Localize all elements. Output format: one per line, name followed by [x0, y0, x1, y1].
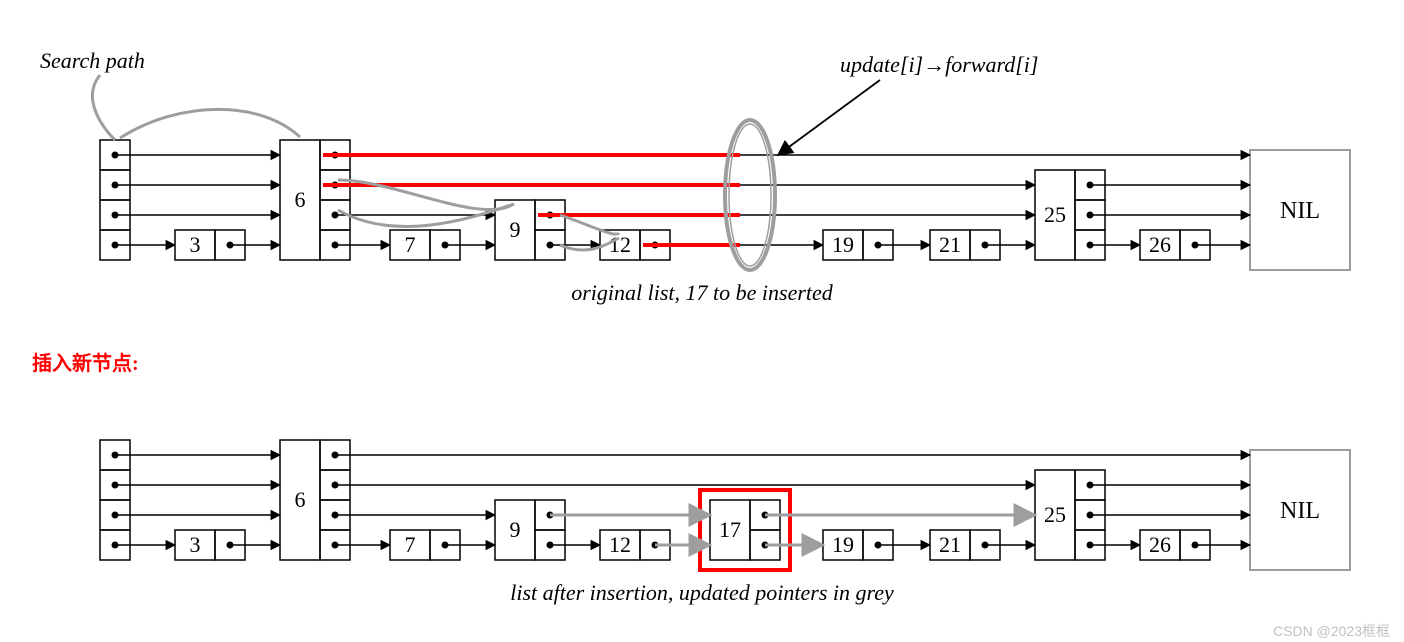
insert-new-node-label: 插入新节点:	[32, 351, 139, 375]
skiplist-diagram: 3 6 7 9 12 19 21 25 26 NIL Search path update[i]→fo…	[0, 0, 1404, 642]
search-path-curve	[92, 75, 115, 140]
node-value: 6	[295, 187, 306, 212]
node-value: 25	[1044, 502, 1066, 527]
node-value: 26	[1149, 232, 1171, 257]
node-value: 7	[405, 532, 416, 557]
node-value: 19	[832, 232, 854, 257]
caption1: original list, 17 to be inserted	[571, 280, 834, 305]
nil-label: NIL	[1280, 498, 1320, 524]
caption2: list after insertion, updated pointers i…	[510, 580, 894, 605]
search-path-label: Search path	[40, 48, 145, 73]
node-value: 17	[719, 517, 741, 542]
update-pointer-label: update[i]→forward[i]	[840, 52, 1038, 77]
node-value: 9	[510, 217, 521, 242]
node-value: 9	[510, 517, 521, 542]
node-value: 7	[405, 232, 416, 257]
watermark: CSDN @2023框框	[1273, 623, 1390, 639]
node-value: 12	[609, 532, 631, 557]
node-value: 3	[190, 232, 201, 257]
update-pointer-arrow	[778, 80, 880, 155]
node-value: 3	[190, 532, 201, 557]
node-value: 21	[939, 532, 961, 557]
nil-label: NIL	[1280, 198, 1320, 224]
search-path-curve	[120, 109, 300, 138]
node-value: 25	[1044, 202, 1066, 227]
update-ellipse	[725, 120, 775, 270]
node-value: 6	[295, 487, 306, 512]
node-value: 12	[609, 232, 631, 257]
node-value: 21	[939, 232, 961, 257]
node-value: 26	[1149, 532, 1171, 557]
node-value: 19	[832, 532, 854, 557]
